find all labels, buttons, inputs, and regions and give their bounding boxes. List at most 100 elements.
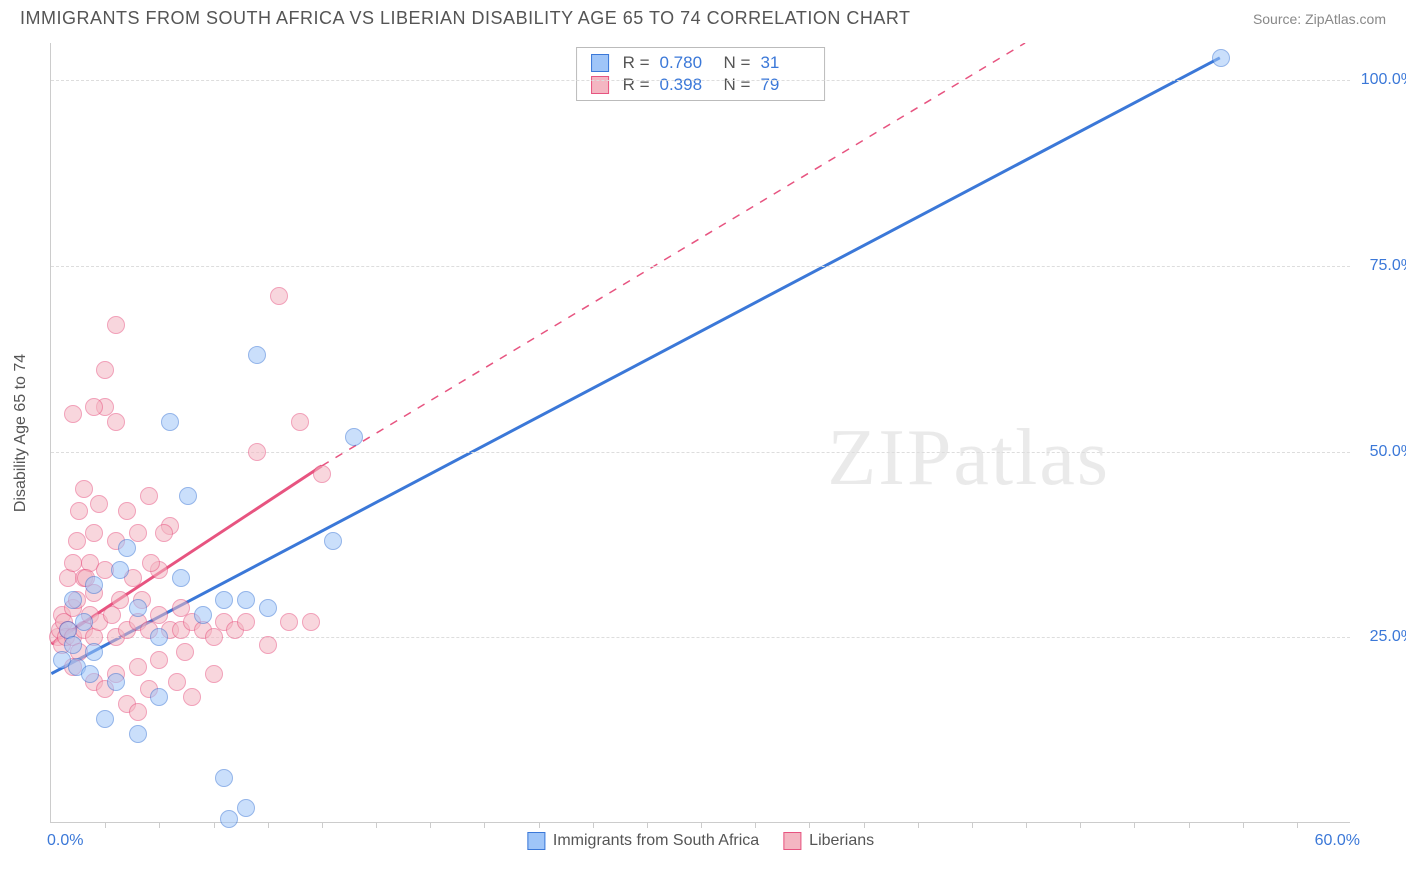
scatter-point (140, 487, 158, 505)
scatter-point (172, 569, 190, 587)
swatch-series-2 (591, 76, 609, 94)
x-tick (1297, 822, 1298, 828)
watermark: ZIPatlas (827, 413, 1110, 504)
scatter-point (111, 591, 129, 609)
scatter-point (313, 465, 331, 483)
swatch-series-1 (591, 54, 609, 72)
x-tick (972, 822, 973, 828)
scatter-point (75, 613, 93, 631)
scatter-point (90, 495, 108, 513)
x-tick (918, 822, 919, 828)
grid-line (51, 452, 1350, 453)
x-tick (1080, 822, 1081, 828)
grid-line (51, 637, 1350, 638)
x-tick (647, 822, 648, 828)
scatter-point (85, 398, 103, 416)
scatter-point (259, 636, 277, 654)
scatter-point (205, 665, 223, 683)
stats-row-series-1: R = 0.780 N = 31 (591, 52, 811, 74)
legend-label-2: Liberians (809, 832, 874, 850)
scatter-point (64, 636, 82, 654)
chart-header: IMMIGRANTS FROM SOUTH AFRICA VS LIBERIAN… (0, 0, 1406, 33)
x-tick (593, 822, 594, 828)
x-tick (214, 822, 215, 828)
scatter-point (237, 799, 255, 817)
scatter-point (129, 703, 147, 721)
scatter-point (194, 606, 212, 624)
scatter-point (176, 643, 194, 661)
stat-n-label: N = (724, 75, 751, 95)
stat-r-label: R = (623, 75, 650, 95)
scatter-point (107, 673, 125, 691)
scatter-point (142, 554, 160, 572)
scatter-point (129, 599, 147, 617)
scatter-point (179, 487, 197, 505)
scatter-point (64, 591, 82, 609)
stat-r-value-2: 0.398 (660, 75, 710, 95)
scatter-point (85, 643, 103, 661)
y-tick-label: 100.0% (1361, 71, 1406, 89)
chart-source: Source: ZipAtlas.com (1253, 11, 1386, 27)
stat-r-value-1: 0.780 (660, 53, 710, 73)
grid-line (51, 80, 1350, 81)
scatter-point (155, 524, 173, 542)
scatter-point (324, 532, 342, 550)
x-origin-label: 0.0% (47, 832, 83, 850)
x-tick (1134, 822, 1135, 828)
x-tick (105, 822, 106, 828)
grid-line (51, 266, 1350, 267)
scatter-point (220, 810, 238, 828)
scatter-point (248, 443, 266, 461)
x-tick (539, 822, 540, 828)
x-tick (1026, 822, 1027, 828)
x-tick (322, 822, 323, 828)
legend-label-1: Immigrants from South Africa (553, 832, 759, 850)
scatter-point (107, 316, 125, 334)
scatter-point (215, 769, 233, 787)
scatter-point (183, 688, 201, 706)
scatter-point (270, 287, 288, 305)
scatter-point (1212, 49, 1230, 67)
scatter-point (129, 725, 147, 743)
scatter-point (68, 532, 86, 550)
scatter-point (64, 405, 82, 423)
scatter-point (161, 413, 179, 431)
y-tick-label: 25.0% (1370, 628, 1406, 646)
scatter-point (118, 539, 136, 557)
x-tick (376, 822, 377, 828)
scatter-point (215, 591, 233, 609)
scatter-point (248, 346, 266, 364)
stat-n-label: N = (724, 53, 751, 73)
legend-swatch-2 (783, 832, 801, 850)
legend-item-1: Immigrants from South Africa (527, 832, 759, 850)
scatter-point (75, 480, 93, 498)
scatter-point (118, 502, 136, 520)
scatter-point (85, 576, 103, 594)
scatter-point (302, 613, 320, 631)
scatter-point (168, 673, 186, 691)
y-tick-label: 50.0% (1370, 443, 1406, 461)
x-tick (809, 822, 810, 828)
trend-line (322, 43, 1025, 466)
scatter-point (150, 628, 168, 646)
scatter-point (107, 413, 125, 431)
stat-n-value-1: 31 (760, 53, 810, 73)
chart-container: Disability Age 65 to 74 R = 0.780 N = 31… (0, 33, 1406, 883)
scatter-point (291, 413, 309, 431)
trend-lines-svg (51, 43, 1350, 822)
scatter-point (85, 524, 103, 542)
scatter-point (150, 651, 168, 669)
x-tick (1243, 822, 1244, 828)
x-tick (430, 822, 431, 828)
scatter-point (129, 658, 147, 676)
x-tick (1189, 822, 1190, 828)
scatter-point (111, 561, 129, 579)
scatter-point (205, 628, 223, 646)
x-tick (268, 822, 269, 828)
plot-area: Disability Age 65 to 74 R = 0.780 N = 31… (50, 43, 1350, 823)
chart-title: IMMIGRANTS FROM SOUTH AFRICA VS LIBERIAN… (20, 8, 911, 29)
scatter-point (96, 361, 114, 379)
stat-r-label: R = (623, 53, 650, 73)
trend-line (51, 58, 1220, 674)
y-tick-label: 75.0% (1370, 257, 1406, 275)
